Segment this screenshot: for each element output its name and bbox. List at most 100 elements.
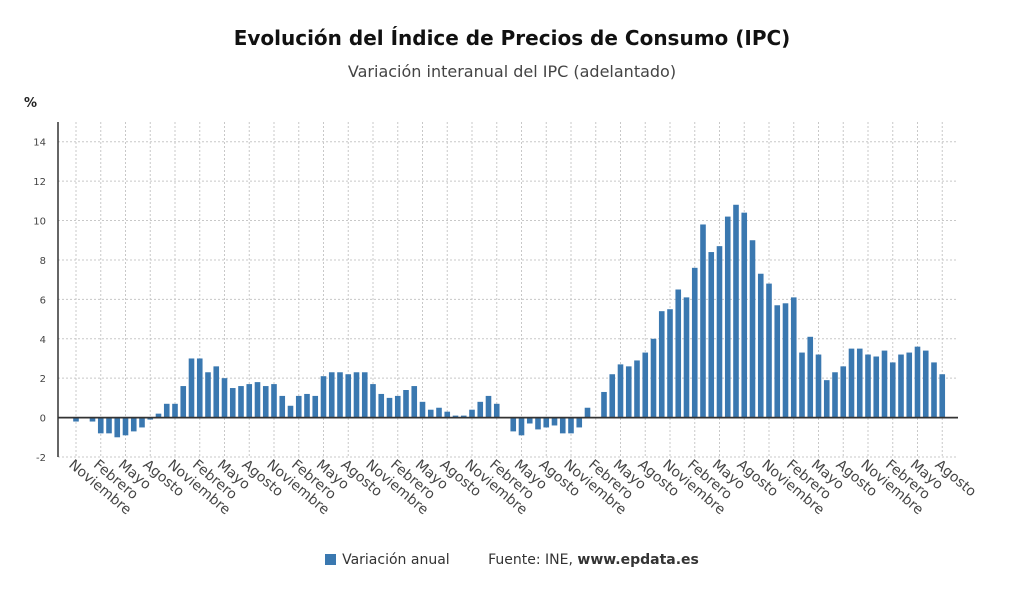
bar (551, 417, 558, 426)
bar (650, 338, 657, 418)
bar (213, 366, 220, 418)
bar (477, 401, 484, 418)
bar (584, 407, 591, 418)
bar (881, 350, 888, 418)
bar (295, 395, 302, 418)
chart-subtitle: Variación interanual del IPC (adelantado… (347, 62, 677, 81)
bar (559, 417, 566, 434)
bar (733, 204, 739, 418)
y-tick-label: 14 (33, 138, 46, 149)
bar (97, 417, 104, 434)
bar (444, 411, 451, 418)
source-site: www.epdata.es (577, 552, 699, 568)
bar (766, 283, 772, 418)
bar (939, 374, 946, 418)
bar (378, 393, 385, 418)
bar (304, 393, 310, 418)
bar (634, 360, 640, 418)
bar (361, 372, 368, 418)
bar (386, 397, 393, 418)
bar (815, 354, 822, 418)
bar (246, 384, 253, 418)
bar (691, 267, 698, 418)
bar (667, 309, 673, 418)
bar (675, 289, 682, 418)
chart-title: Evolución del Índice de Precios de Consu… (233, 26, 791, 50)
bar (576, 417, 583, 428)
bar (469, 409, 475, 418)
bar (848, 348, 855, 418)
bar (238, 386, 244, 418)
bar (139, 417, 145, 428)
bar (625, 366, 632, 418)
bar (73, 417, 79, 422)
bar (163, 403, 170, 418)
bar (856, 348, 863, 418)
bar (840, 366, 847, 418)
source-prefix: Fuente: INE, (488, 552, 578, 568)
bar (898, 354, 904, 418)
bar (312, 395, 319, 418)
bar (337, 372, 343, 418)
bar (601, 391, 607, 418)
bar (658, 311, 665, 418)
bar (906, 352, 913, 418)
bar (922, 350, 929, 418)
bar (229, 388, 236, 418)
bar (741, 212, 748, 418)
source-text: Fuente: INE, www.epdata.es (488, 552, 699, 568)
y-tick-label: 10 (33, 217, 46, 228)
bar (518, 417, 525, 436)
bar (452, 415, 459, 418)
bar (790, 297, 797, 418)
bar (782, 303, 789, 418)
bar (774, 305, 781, 418)
bar (196, 358, 203, 418)
bar (535, 417, 541, 430)
bar (353, 372, 360, 418)
y-tick-label: 2 (40, 374, 46, 385)
bar (485, 395, 492, 418)
bar (254, 382, 261, 418)
bar (172, 403, 178, 418)
bar (642, 352, 649, 418)
bar (147, 417, 154, 420)
bar (510, 417, 517, 432)
y-tick-label: 12 (33, 177, 46, 188)
bar (609, 374, 616, 418)
bar (931, 362, 937, 418)
bar (460, 415, 467, 418)
bar (89, 417, 96, 422)
bar (122, 417, 129, 436)
bar (394, 395, 401, 418)
bar (865, 354, 871, 418)
bar (279, 395, 286, 418)
bar (403, 390, 409, 418)
bar (188, 358, 195, 418)
bar (262, 386, 269, 418)
bar (493, 403, 500, 418)
y-tick-label: 6 (40, 295, 46, 306)
bar (716, 246, 723, 418)
bar (320, 376, 327, 418)
bar (427, 409, 434, 418)
bar (271, 384, 277, 418)
legend-label: Variación anual (342, 552, 450, 568)
bar (700, 224, 706, 418)
bar (823, 380, 830, 418)
bar (526, 417, 533, 424)
bar (889, 362, 896, 418)
bar (106, 417, 112, 434)
bar (757, 273, 764, 418)
bar (832, 372, 838, 418)
bar (807, 336, 814, 418)
bar (180, 386, 187, 418)
legend: Variación anual Fuente: INE, www.epdata.… (0, 552, 1024, 568)
legend-swatch (325, 554, 337, 565)
bar (708, 252, 715, 418)
bar (287, 405, 294, 418)
bar (799, 352, 805, 418)
bar (130, 417, 137, 432)
bar (568, 417, 574, 434)
bar (436, 407, 442, 418)
